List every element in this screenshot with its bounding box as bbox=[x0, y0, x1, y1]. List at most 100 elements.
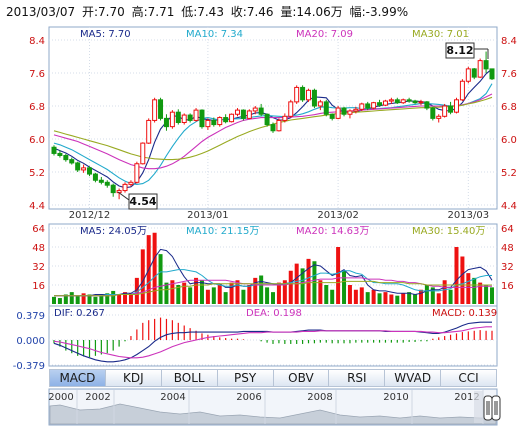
candle bbox=[128, 180, 134, 187]
timeline-year-label: 2010 bbox=[383, 392, 408, 403]
price-ma20-line bbox=[53, 93, 493, 170]
macd-dif-label: DIF: 0.267 bbox=[54, 308, 105, 319]
candle bbox=[359, 102, 365, 111]
tab-kdj[interactable]: KDJ bbox=[105, 369, 162, 387]
macd-dea-line bbox=[53, 326, 492, 359]
candle-body bbox=[424, 101, 430, 109]
price-xtick: 2013/03 bbox=[448, 210, 490, 221]
volume-bar bbox=[241, 289, 246, 304]
high-marker-box bbox=[445, 42, 475, 59]
candle bbox=[323, 99, 329, 117]
volume-ytick-left: 32 bbox=[32, 262, 45, 273]
candle-body bbox=[163, 117, 169, 128]
candle-body bbox=[258, 107, 264, 115]
volume-bar bbox=[81, 293, 86, 304]
timeline-selection[interactable] bbox=[474, 391, 483, 423]
candle-body bbox=[92, 173, 98, 181]
candle bbox=[424, 101, 430, 111]
volume-y-axis-right: 64 48 32 16 bbox=[501, 224, 514, 292]
volume-bar bbox=[484, 285, 489, 304]
volume-ma5-label: MA5: 24.05万 bbox=[80, 226, 147, 237]
candle-body bbox=[282, 115, 288, 121]
candle-body bbox=[483, 60, 489, 70]
candle bbox=[193, 108, 199, 122]
price-ytick-right: 4.4 bbox=[501, 201, 517, 212]
candle-body bbox=[134, 163, 140, 183]
volume-bar bbox=[401, 293, 406, 304]
volume-bar bbox=[478, 282, 483, 304]
volume-bar bbox=[424, 285, 429, 304]
volume-bar bbox=[371, 289, 376, 304]
tab-rsi[interactable]: RSI bbox=[329, 369, 386, 387]
volume-bar bbox=[134, 277, 139, 304]
price-ma10-line bbox=[53, 83, 493, 185]
volume-bar bbox=[87, 294, 92, 304]
candle bbox=[377, 99, 383, 107]
candle-body bbox=[229, 113, 235, 123]
candle-body bbox=[430, 107, 436, 119]
volume-bar bbox=[436, 293, 441, 304]
candle-body bbox=[69, 159, 75, 164]
price-xtick: 2013/01 bbox=[187, 210, 229, 221]
tab-obv[interactable]: OBV bbox=[273, 369, 330, 387]
tab-cci[interactable]: CCI bbox=[441, 369, 497, 387]
candle bbox=[57, 150, 63, 158]
price-ytick-right: 6.0 bbox=[501, 135, 517, 146]
candle-body bbox=[465, 68, 471, 82]
candle bbox=[146, 118, 152, 144]
candle-body bbox=[264, 113, 270, 126]
tab-wvad[interactable]: WVAD bbox=[385, 369, 442, 387]
candle bbox=[252, 106, 258, 115]
volume-bar bbox=[152, 232, 157, 304]
header-volume: 量:14.06万 bbox=[280, 5, 342, 19]
timeline-handle-right[interactable] bbox=[491, 395, 501, 421]
candle-body bbox=[223, 117, 229, 123]
candle-body bbox=[276, 119, 282, 132]
candle bbox=[276, 118, 282, 132]
volume-ma30-label: MA30: 15.40万 bbox=[412, 226, 485, 237]
candle bbox=[477, 58, 483, 78]
volume-bar bbox=[128, 293, 133, 304]
volume-bar bbox=[383, 292, 388, 304]
candle bbox=[335, 106, 341, 120]
volume-ma-legend: MA5: 24.05万 MA10: 21.15万 MA20: 14.63万 MA… bbox=[80, 226, 485, 237]
candle-body bbox=[323, 101, 329, 115]
candle bbox=[382, 99, 388, 106]
candle-body bbox=[335, 107, 341, 119]
candle-body bbox=[104, 181, 110, 186]
candle-body bbox=[448, 105, 454, 113]
volume-bar bbox=[342, 270, 347, 304]
volume-bar bbox=[442, 280, 447, 304]
candle-body bbox=[329, 113, 335, 119]
volume-bar bbox=[395, 295, 400, 304]
macd-lines bbox=[53, 321, 492, 363]
volume-bar bbox=[63, 294, 68, 304]
volume-bar bbox=[217, 285, 222, 304]
price-ytick-left: 8.4 bbox=[29, 36, 45, 47]
volume-ma10-label: MA10: 21.15万 bbox=[186, 226, 259, 237]
volume-bar bbox=[253, 277, 258, 304]
candle-body bbox=[353, 108, 359, 112]
tab-psy[interactable]: PSY bbox=[217, 369, 274, 387]
candle bbox=[51, 145, 57, 156]
volume-bar bbox=[472, 277, 477, 304]
candle bbox=[294, 85, 300, 104]
candle-body bbox=[365, 103, 371, 109]
tab-macd[interactable]: MACD bbox=[49, 369, 106, 387]
candle bbox=[152, 97, 158, 123]
candle bbox=[341, 106, 347, 117]
candle bbox=[92, 172, 98, 183]
volume-bar bbox=[182, 282, 187, 304]
high-marker: 8.12 bbox=[445, 42, 489, 59]
macd-y-axis: 0.379 0.000 -0.379 bbox=[13, 311, 45, 372]
volume-ytick-right: 48 bbox=[501, 243, 514, 254]
candle-body bbox=[377, 102, 383, 106]
candle-body bbox=[122, 183, 128, 192]
volume-ytick-left: 16 bbox=[32, 281, 45, 292]
candle bbox=[311, 88, 317, 109]
tab-boll[interactable]: BOLL bbox=[161, 369, 218, 387]
volume-bar bbox=[336, 247, 341, 304]
volume-bar bbox=[276, 282, 281, 304]
timeline-handle-left[interactable] bbox=[483, 395, 493, 421]
volume-bar bbox=[223, 292, 228, 304]
